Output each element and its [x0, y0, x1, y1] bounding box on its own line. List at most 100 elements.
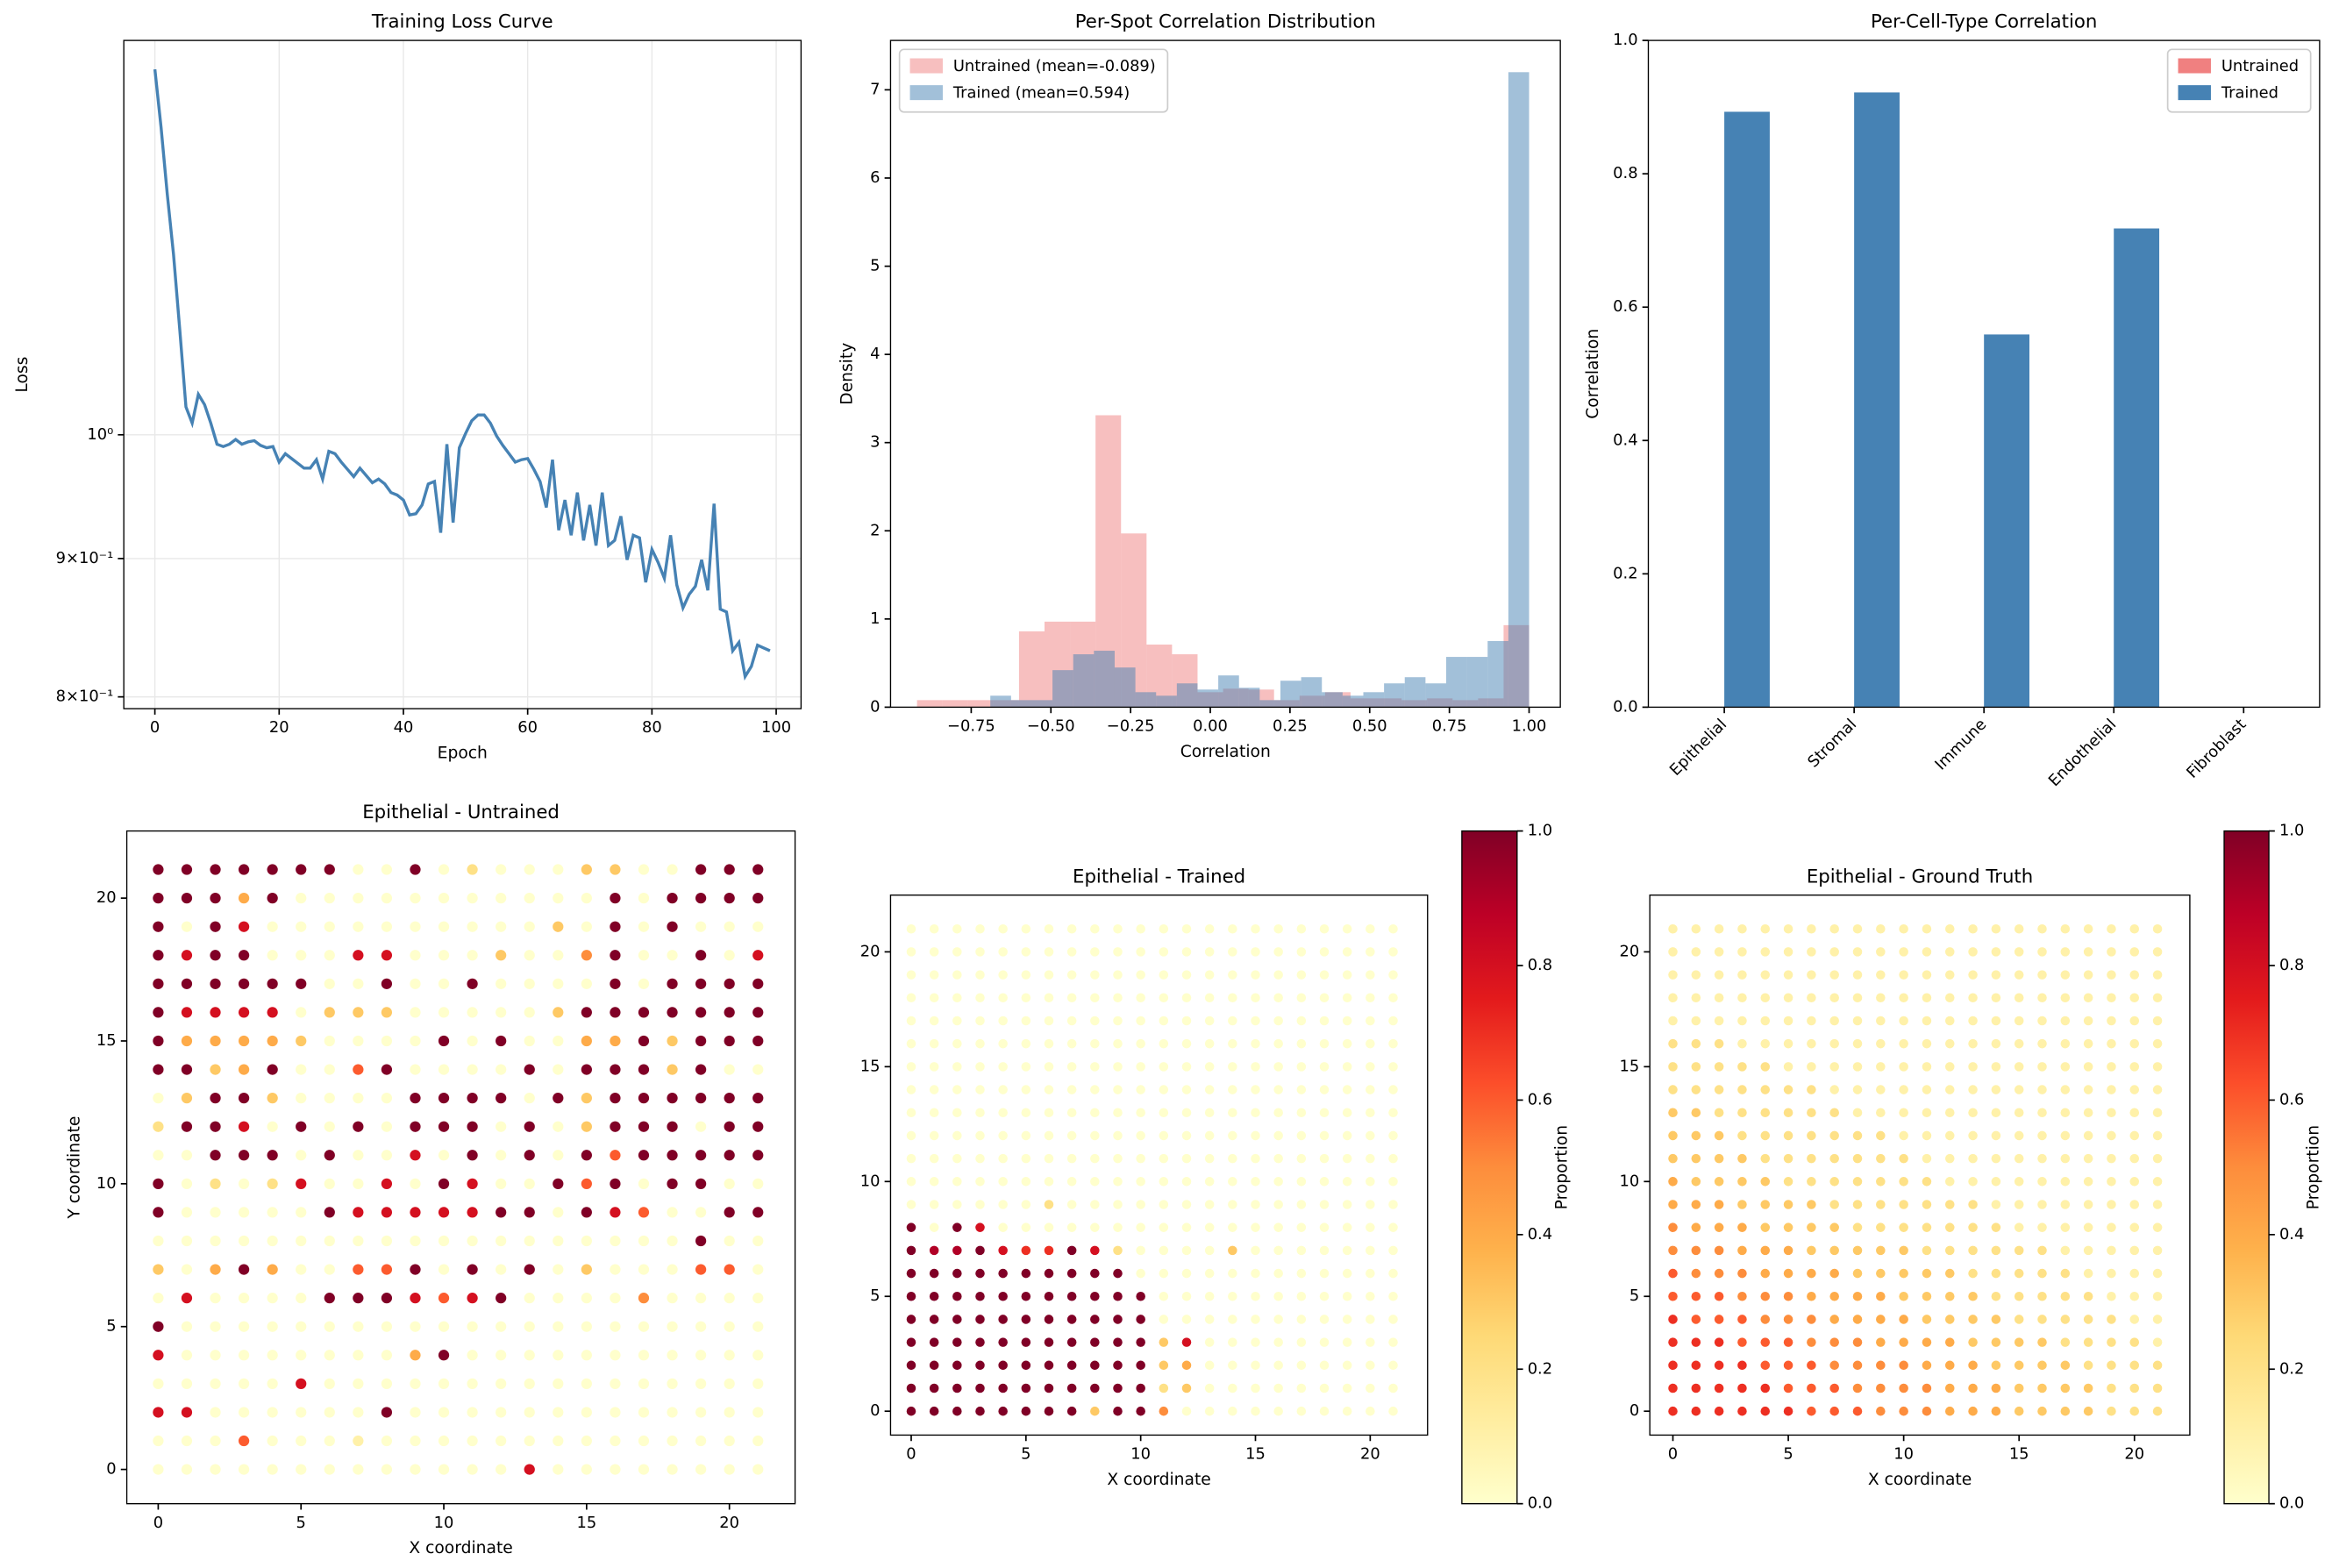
spot [1159, 923, 1169, 934]
spot [1319, 1383, 1330, 1393]
spot [638, 1007, 650, 1018]
y-tick-label: 8×10⁻¹ [56, 688, 114, 706]
spot [353, 1178, 364, 1189]
spot [296, 1235, 307, 1247]
spot [1829, 1315, 1839, 1324]
spot [467, 1121, 478, 1132]
spot [181, 1207, 193, 1218]
spot [1944, 1337, 1955, 1347]
spot [638, 1321, 650, 1332]
spot [1668, 1337, 1678, 1347]
spot [1714, 1360, 1724, 1371]
spot [1136, 1130, 1145, 1141]
spot [1181, 1245, 1192, 1256]
spot [496, 1407, 507, 1418]
spot [324, 1350, 335, 1361]
spot [1760, 1062, 1771, 1072]
spot [1944, 1222, 1955, 1232]
spot [1251, 1291, 1260, 1301]
spot [1159, 970, 1169, 980]
spot [1366, 1383, 1375, 1393]
spot [353, 1035, 364, 1047]
spot [1113, 1360, 1123, 1371]
spot [296, 1093, 307, 1104]
spot [1021, 1315, 1031, 1324]
spot [1807, 1130, 1816, 1141]
spot [998, 1291, 1008, 1301]
spot [153, 1378, 164, 1389]
spot [524, 1435, 535, 1447]
spot [1714, 1177, 1724, 1187]
spot [1181, 1085, 1192, 1094]
colorbar [2223, 830, 2270, 1505]
spot [1829, 1337, 1839, 1347]
spot [1021, 1130, 1031, 1141]
spot [975, 1177, 985, 1187]
spot [906, 1360, 916, 1371]
spot [724, 1178, 735, 1189]
spot [998, 1177, 1008, 1187]
spot [1159, 1406, 1169, 1416]
spot [1251, 1177, 1260, 1187]
spot [1113, 1337, 1123, 1347]
spot [638, 1150, 650, 1161]
spot [1113, 1016, 1123, 1026]
x-tick-label: 20 [2124, 1445, 2144, 1464]
spot [410, 1150, 421, 1161]
spot [1273, 1268, 1283, 1279]
spot [210, 1264, 221, 1275]
histogram-bar [1052, 670, 1073, 708]
spot [2129, 993, 2140, 1003]
spot [496, 893, 507, 904]
spot [581, 1007, 592, 1018]
spot [906, 1337, 916, 1347]
spot [2014, 1245, 2024, 1256]
spot [1783, 1130, 1793, 1141]
spot [296, 1350, 307, 1361]
histogram-bar [1446, 657, 1467, 708]
spot [1228, 1038, 1237, 1049]
spot [2014, 1222, 2024, 1232]
spot [1783, 1085, 1793, 1094]
spot [581, 1378, 592, 1389]
spot [324, 1435, 335, 1447]
spot [1852, 1085, 1863, 1094]
spot [1066, 1222, 1077, 1232]
spot [1668, 1108, 1678, 1118]
spot [410, 1207, 421, 1218]
spot [353, 864, 364, 875]
spot [1968, 1038, 1978, 1049]
spot [153, 1178, 164, 1189]
spot [998, 1245, 1008, 1256]
spot [2083, 1383, 2093, 1393]
spot [1807, 1016, 1816, 1026]
spot [153, 1235, 164, 1247]
spot [610, 1035, 621, 1047]
colorbar [1461, 830, 1518, 1505]
spot [1922, 1016, 1932, 1026]
spot [1342, 970, 1352, 980]
spot [524, 978, 535, 989]
spot [153, 893, 164, 904]
spot [1783, 1062, 1793, 1072]
spot [1944, 1177, 1955, 1187]
spot [1113, 970, 1123, 980]
spot [524, 1235, 535, 1247]
spot [1044, 923, 1054, 934]
spot [1714, 970, 1724, 980]
spot [1691, 1038, 1701, 1049]
spot [1021, 1153, 1031, 1164]
spot [1066, 1016, 1077, 1026]
spot [929, 1291, 939, 1301]
spot [1668, 1268, 1678, 1279]
y-tick-label: 9×10⁻¹ [56, 549, 114, 567]
spot [1783, 1177, 1793, 1187]
spot [1876, 1153, 1886, 1164]
spot [1066, 1038, 1077, 1049]
spot [496, 1378, 507, 1389]
spot [610, 978, 621, 989]
spot [975, 1085, 985, 1094]
spot [1968, 1222, 1978, 1232]
spot [1204, 1130, 1215, 1141]
